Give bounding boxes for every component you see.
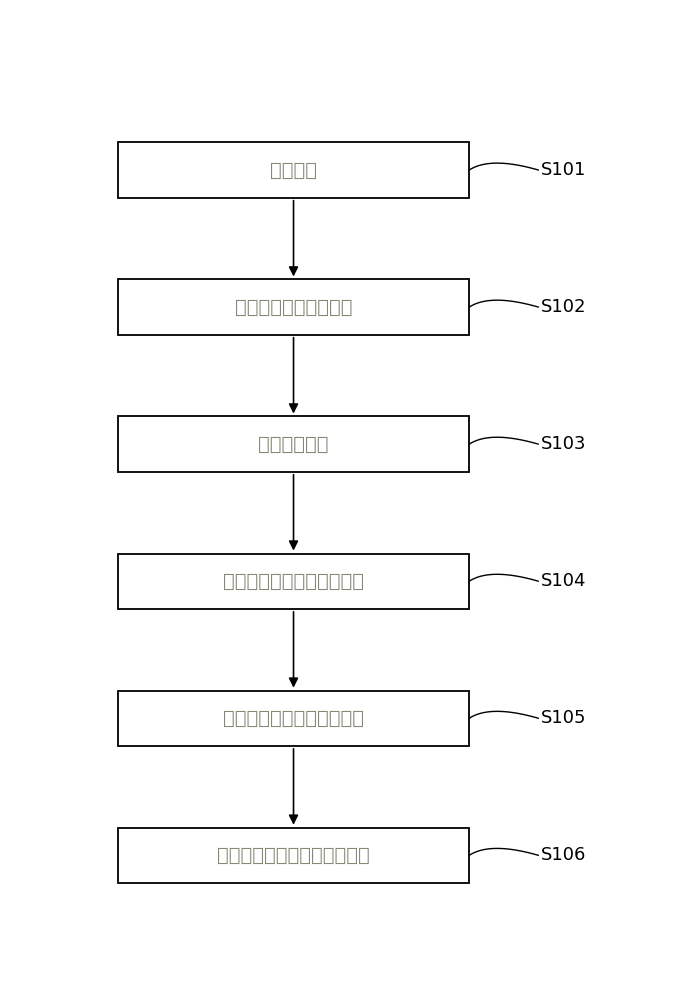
Text: 堰塞湖危险性分级预警: 堰塞湖危险性分级预警 xyxy=(235,298,352,317)
Bar xyxy=(118,554,469,609)
Text: S104: S104 xyxy=(541,572,587,590)
Text: 计算峰值流量: 计算峰值流量 xyxy=(258,435,329,454)
Bar xyxy=(118,691,469,746)
Text: 计算溃决型泥石流临界条件: 计算溃决型泥石流临界条件 xyxy=(223,709,364,728)
Text: S106: S106 xyxy=(541,846,587,864)
Bar xyxy=(118,416,469,472)
Text: S101: S101 xyxy=(541,161,587,179)
Text: 溃决型泥石流及山洪险情预警: 溃决型泥石流及山洪险情预警 xyxy=(217,846,370,865)
Text: S103: S103 xyxy=(541,435,587,453)
Bar xyxy=(118,828,469,883)
Bar xyxy=(118,279,469,335)
Text: S105: S105 xyxy=(541,709,587,727)
Text: 获取参数: 获取参数 xyxy=(270,161,317,180)
Bar xyxy=(118,142,469,198)
Text: S102: S102 xyxy=(541,298,587,316)
Text: 选取泥石流及山洪判定指标: 选取泥石流及山洪判定指标 xyxy=(223,572,364,591)
